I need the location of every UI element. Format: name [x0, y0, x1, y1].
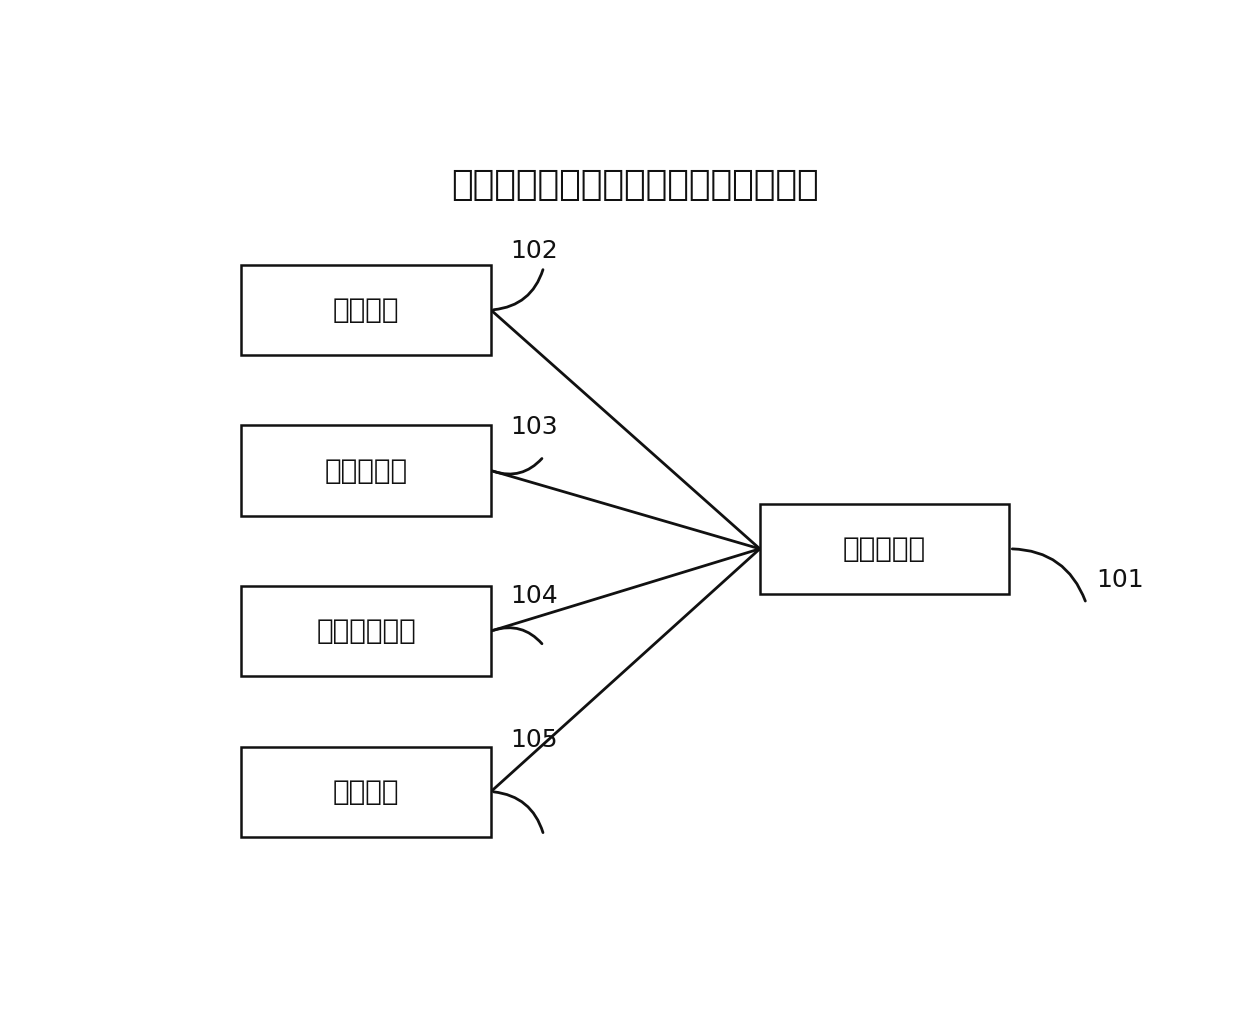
Text: 传感器模块: 传感器模块	[325, 457, 408, 484]
Text: 时钟模块: 时钟模块	[333, 296, 399, 324]
Text: 存储模块: 存储模块	[333, 778, 399, 805]
Text: 102: 102	[510, 239, 558, 263]
FancyArrowPatch shape	[1012, 549, 1085, 601]
Bar	[760, 503, 1010, 594]
Text: 104: 104	[510, 584, 558, 607]
Bar	[242, 586, 491, 676]
Text: 数据传输模块: 数据传输模块	[316, 617, 416, 645]
Bar	[242, 425, 491, 516]
Bar	[242, 746, 491, 837]
Text: 微控制模块: 微控制模块	[843, 535, 927, 562]
FancyArrowPatch shape	[493, 459, 541, 474]
FancyArrowPatch shape	[493, 627, 541, 644]
Bar	[242, 265, 491, 355]
FancyArrowPatch shape	[493, 792, 543, 833]
FancyArrowPatch shape	[493, 270, 543, 310]
Text: 105: 105	[510, 728, 558, 753]
Text: 103: 103	[510, 415, 558, 439]
Text: 101: 101	[1097, 569, 1144, 592]
Text: 面向果蔬冷链物流呼吸速率的监测装置: 面向果蔬冷链物流呼吸速率的监测装置	[451, 168, 819, 201]
